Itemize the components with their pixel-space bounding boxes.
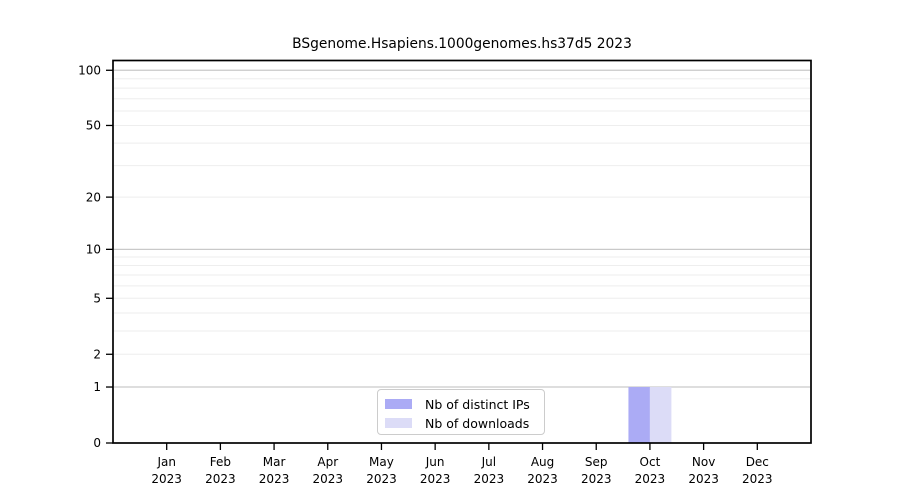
y-tick-label: 20	[86, 190, 101, 204]
x-tick-label-month: Nov	[692, 455, 715, 469]
chart-title: BSgenome.Hsapiens.1000genomes.hs37d5 202…	[292, 36, 632, 52]
x-tick-label-year: 2023	[688, 472, 719, 486]
bar-distinct-ips	[628, 387, 650, 443]
x-tick-label-year: 2023	[151, 472, 182, 486]
y-tick-label: 100	[78, 63, 101, 77]
x-tick-label-year: 2023	[474, 472, 505, 486]
x-tick-label-year: 2023	[312, 472, 343, 486]
y-tick-label: 5	[93, 291, 101, 305]
x-tick-label-month: Apr	[317, 455, 338, 469]
x-tick-label-year: 2023	[420, 472, 451, 486]
legend-label-downloads: Nb of downloads	[425, 415, 530, 431]
legend-swatch-downloads-icon	[385, 418, 412, 428]
x-tick-label-year: 2023	[205, 472, 236, 486]
legend-entry-downloads: Nb of downloads	[385, 414, 544, 432]
x-tick-label-year: 2023	[581, 472, 612, 486]
x-tick-label-month: Jun	[425, 455, 445, 469]
y-tick-label: 10	[86, 243, 101, 257]
bar-downloads	[649, 387, 672, 443]
legend: Nb of distinct IPs Nb of downloads	[377, 389, 545, 435]
x-tick-label-month: Oct	[640, 455, 661, 469]
legend-swatch-distinct-ips-icon	[385, 399, 412, 409]
x-tick-label-month: Jul	[481, 455, 496, 469]
y-tick-label: 50	[86, 119, 101, 133]
legend-label-distinct-ips: Nb of distinct IPs	[425, 396, 530, 412]
x-tick-label-year: 2023	[366, 472, 397, 486]
y-tick-label: 0	[93, 436, 101, 450]
x-tick-label-year: 2023	[635, 472, 666, 486]
x-tick-label-year: 2023	[527, 472, 558, 486]
x-tick-label-month: May	[369, 455, 394, 469]
x-tick-label-year: 2023	[742, 472, 773, 486]
y-tick-label: 2	[93, 347, 101, 361]
x-tick-label-year: 2023	[259, 472, 290, 486]
x-tick-label-month: Mar	[263, 455, 286, 469]
y-tick-label: 1	[93, 380, 101, 394]
x-tick-label-month: Jan	[156, 455, 176, 469]
x-tick-label-month: Dec	[746, 455, 769, 469]
x-tick-label-month: Aug	[531, 455, 554, 469]
legend-entry-distinct-ips: Nb of distinct IPs	[385, 395, 544, 413]
x-tick-label-month: Sep	[585, 455, 608, 469]
x-tick-label-month: Feb	[210, 455, 231, 469]
axis-spine	[112, 59, 812, 444]
